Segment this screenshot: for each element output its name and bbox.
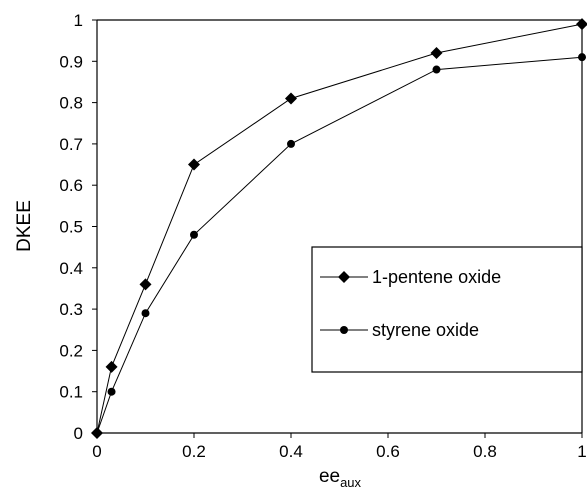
y-tick-label: 0.4 <box>59 259 83 278</box>
x-ticks: 0 0.2 0.4 0.6 0.8 1 <box>92 433 587 461</box>
y-tick-label: 0.7 <box>59 135 83 154</box>
data-point-styrene-oxide <box>190 230 198 239</box>
y-tick-label: 0 <box>74 424 83 443</box>
legend-box <box>311 246 583 373</box>
x-tick-label: 0.4 <box>279 442 303 461</box>
y-tick-label: 0.8 <box>59 94 83 113</box>
legend-label-pentene: 1-pentene oxide <box>372 267 501 287</box>
x-axis-title-main: ee <box>319 466 340 487</box>
legend-label-styrene: styrene oxide <box>372 320 479 340</box>
y-tick-label: 0.3 <box>59 300 83 319</box>
y-tick-label: 0.9 <box>59 52 83 71</box>
data-point-styrene-oxide <box>93 429 101 437</box>
data-point-styrene-oxide <box>287 139 295 148</box>
data-point-1-pentene-oxide <box>576 18 587 31</box>
x-tick-label: 1 <box>577 442 586 461</box>
x-tick-label: 0 <box>92 442 101 461</box>
x-tick-label: 0.6 <box>376 442 400 461</box>
series-layer <box>91 18 587 439</box>
data-point-1-pentene-oxide <box>105 360 118 373</box>
data-point-styrene-oxide <box>141 309 150 318</box>
y-tick-label: 0.1 <box>59 383 83 402</box>
y-tick-label: 0.5 <box>59 218 83 237</box>
x-axis-title-subscript: aux <box>340 475 361 487</box>
x-axis-title: eeaux <box>319 466 362 487</box>
data-point-1-pentene-oxide <box>430 47 443 60</box>
legend: 1-pentene oxide styrene oxide <box>311 246 583 373</box>
data-point-styrene-oxide <box>578 53 586 62</box>
y-tick-label: 0.2 <box>59 341 83 360</box>
x-tick-label: 0.8 <box>473 442 497 461</box>
y-tick-label: 1 <box>74 11 83 30</box>
data-point-styrene-oxide <box>107 387 116 396</box>
legend-marker-styrene <box>340 326 348 334</box>
data-point-1-pentene-oxide <box>285 92 297 105</box>
series-line-styrene-oxide <box>96 56 583 434</box>
data-point-1-pentene-oxide <box>188 158 200 171</box>
y-tick-label: 0.6 <box>59 176 83 195</box>
data-point-styrene-oxide <box>432 65 441 74</box>
legend-marker-pentene <box>338 271 350 283</box>
y-ticks: 0 0.1 0.2 0.3 0.4 0.5 0.6 0.7 0.8 0.9 1 <box>59 11 97 443</box>
x-tick-label: 0.2 <box>182 442 206 461</box>
data-point-1-pentene-oxide <box>139 278 152 291</box>
y-axis-title: DKEE <box>14 200 35 252</box>
